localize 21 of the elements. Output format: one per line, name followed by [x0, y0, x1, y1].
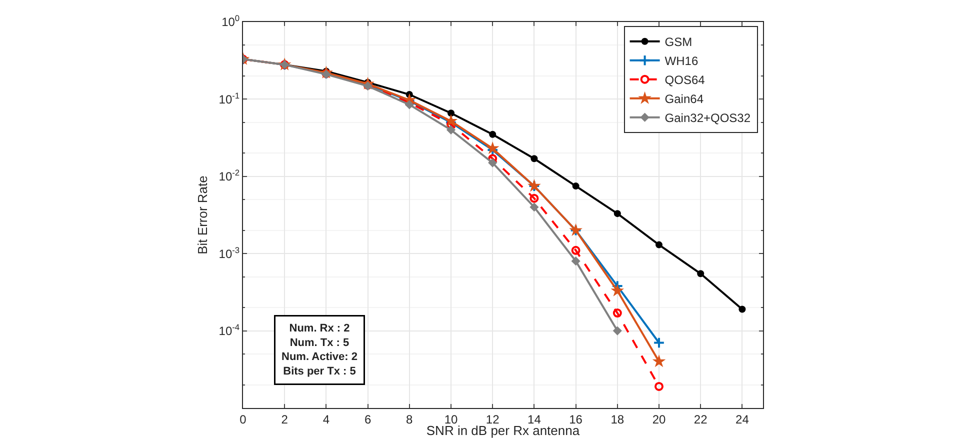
- legend-label: QOS64: [664, 73, 706, 88]
- x-tick-label: 8: [406, 412, 414, 426]
- legend-label: Gain32+QOS32: [664, 111, 751, 126]
- x-tick-label: 20: [652, 412, 666, 426]
- x-tick-label: 4: [322, 412, 330, 426]
- y-tick-label: 10$^{-4}$: [218, 322, 240, 338]
- x-tick-label: 2: [281, 412, 288, 426]
- legend-label: WH16: [664, 54, 698, 68]
- annotation: Num. Rx : 2 Num. Tx : 5 Num. Active: 2 Bits per Tx : 5: [282, 322, 358, 378]
- y-tick-label: 10$^{-2}$: [218, 168, 240, 184]
- y-tick-label: 10$^{0}$: [222, 13, 240, 30]
- y-tick-label: 10$^{-3}$: [218, 244, 240, 261]
- legend-label: Gain64: [664, 92, 704, 106]
- y-tick-label: 10$^{-1}$: [218, 90, 240, 106]
- x-tick-label: 24: [736, 412, 750, 426]
- y-axis-title: Bit Error Rate: [195, 176, 210, 254]
- x-tick-label: 0: [240, 412, 247, 426]
- legend-label: GSM: [664, 35, 692, 50]
- x-tick-label: 22: [694, 412, 708, 426]
- x-tick-label: 18: [610, 412, 624, 426]
- x-tick-label: 6: [364, 412, 372, 426]
